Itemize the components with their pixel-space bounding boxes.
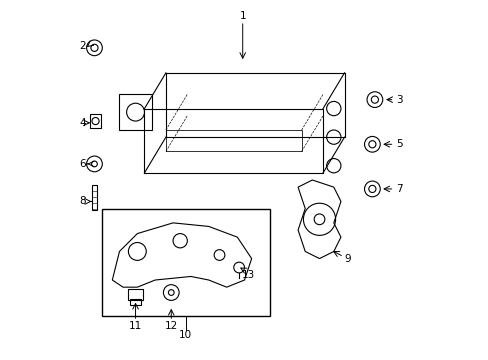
Bar <box>90 114 101 128</box>
Bar <box>119 94 151 130</box>
Bar <box>91 185 97 210</box>
Text: 1: 1 <box>239 11 245 21</box>
Text: 7: 7 <box>396 184 403 194</box>
Text: 12: 12 <box>164 321 178 332</box>
Bar <box>130 298 141 305</box>
Bar <box>128 289 142 300</box>
Text: 6: 6 <box>79 159 86 169</box>
Text: 13: 13 <box>241 270 254 280</box>
Bar <box>102 208 269 316</box>
Text: 11: 11 <box>129 321 142 332</box>
Text: 2: 2 <box>79 41 86 51</box>
Text: 8: 8 <box>79 197 86 206</box>
Text: 4: 4 <box>79 118 86 128</box>
Text: 5: 5 <box>396 139 403 149</box>
Text: 3: 3 <box>396 95 403 105</box>
Text: 10: 10 <box>179 330 192 341</box>
Text: 9: 9 <box>344 253 351 264</box>
